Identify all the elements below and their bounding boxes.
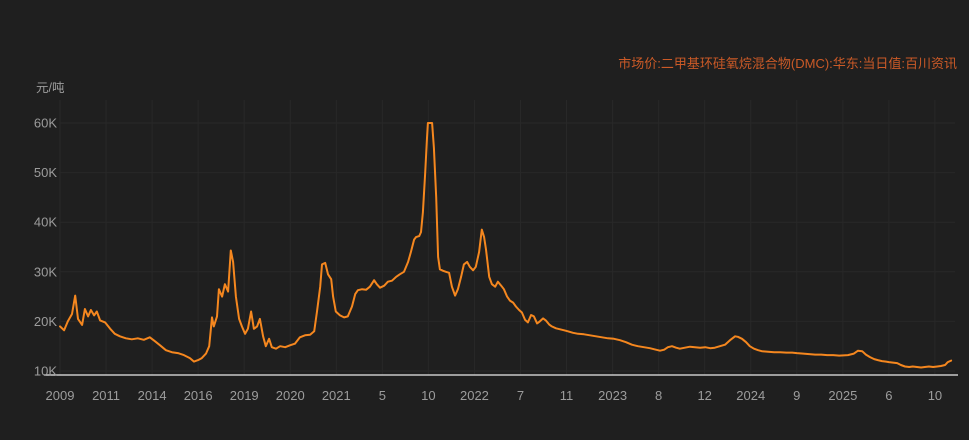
x-tick-label: 12 [697,388,711,403]
y-tick-label: 60K [34,116,57,131]
x-tick-label: 10 [928,388,942,403]
x-tick-label: 5 [379,388,386,403]
x-tick-label: 2025 [828,388,857,403]
y-tick-label: 50K [34,165,57,180]
x-tick-label: 2020 [276,388,305,403]
y-tick-label: 20K [34,314,57,329]
x-tick-label: 7 [517,388,524,403]
x-tick-label: 2024 [736,388,765,403]
x-tick-label: 2009 [46,388,75,403]
x-tick-label: 2011 [92,388,120,403]
x-tick-label: 2014 [138,388,167,403]
x-tick-label: 2022 [460,388,489,403]
x-tick-label: 8 [655,388,662,403]
y-tick-label: 10K [34,364,57,379]
x-tick-label: 9 [793,388,800,403]
price-line-series [59,122,953,369]
x-tick-label: 2021 [322,388,351,403]
x-tick-label: 6 [885,388,892,403]
x-tick-label: 11 [560,388,574,403]
x-tick-label: 2016 [184,388,213,403]
chart-series-title: 市场价:二甲基环硅氧烷混合物(DMC):华东:当日值:百川资讯 [618,56,957,71]
y-axis-unit-label: 元/吨 [36,81,65,95]
x-tick-label: 2019 [230,388,259,403]
y-tick-label: 40K [34,215,57,230]
x-tick-label: 10 [421,388,435,403]
y-tick-label: 30K [34,264,57,279]
x-tick-label: 2023 [598,388,627,403]
